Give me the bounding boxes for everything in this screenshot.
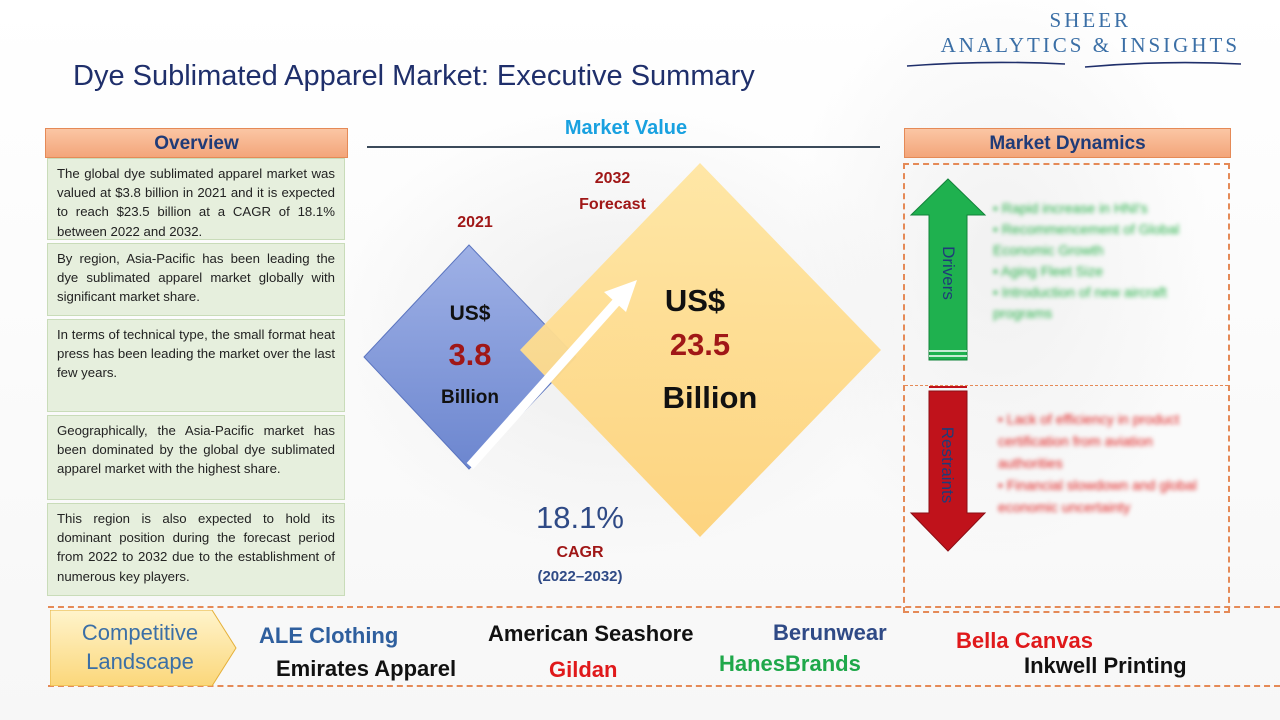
market-value-header: Market Value	[564, 117, 688, 139]
forecast-currency: US$	[664, 283, 726, 318]
current-year: 2021	[457, 214, 493, 231]
drivers-item: • Recommencement of Global Economic Grow…	[993, 221, 1180, 258]
forecast-year: 2032	[594, 170, 631, 187]
competitive-landscape-tag	[50, 610, 237, 686]
current-unit: Billion	[440, 387, 500, 408]
overview-paragraph-1: The global dye sublimated apparel market…	[47, 158, 345, 240]
market-value-divider	[367, 146, 880, 148]
drivers-label: Drivers	[939, 246, 958, 300]
drivers-item: • Aging Fleet Size	[993, 263, 1103, 279]
overview-paragraph-5: This region is also expected to hold its…	[47, 503, 345, 596]
overview-paragraph-4: Geographically, the Asia-Pacific market …	[47, 415, 345, 500]
drivers-arrow-icon	[909, 178, 987, 361]
current-currency: US$	[449, 302, 491, 325]
forecast-value: 23.5	[669, 327, 731, 362]
brand-line-1: SHEER	[1049, 8, 1132, 32]
current-value-diamond	[363, 244, 577, 470]
market-dynamics-divider	[905, 385, 1228, 386]
page-title: Dye Sublimated Apparel Market: Executive…	[73, 60, 755, 92]
company-emirates-apparel: Emirates Apparel	[276, 656, 457, 681]
overview-header: Overview	[45, 128, 348, 158]
market-dynamics-panel	[903, 163, 1230, 613]
competitive-landscape-line-1: Competitive	[81, 620, 199, 645]
forecast-value-diamond	[520, 163, 881, 537]
company-american-seashore: American Seashore	[488, 621, 694, 646]
current-value: 3.8	[448, 337, 492, 372]
forecast-label: Forecast	[579, 196, 646, 213]
dynamics-arrows	[909, 178, 987, 552]
company-inkwell-printing: Inkwell Printing	[1024, 653, 1187, 678]
drivers-item: • Introduction of new aircraft programs	[993, 284, 1167, 321]
drivers-list: • Rapid increase in HNI's • Recommenceme…	[993, 198, 1213, 324]
company-bella-canvas: Bella Canvas	[956, 628, 1093, 653]
company-berunwear: Berunwear	[773, 620, 887, 645]
drivers-item: • Rapid increase in HNI's	[993, 200, 1148, 216]
company-ale-clothing: ALE Clothing	[259, 623, 399, 648]
market-dynamics-header: Market Dynamics	[904, 128, 1231, 158]
cagr-value: 18.1%	[536, 500, 624, 535]
growth-arrow-icon	[466, 280, 637, 469]
competitive-landscape-line-2: Landscape	[86, 649, 194, 674]
restraints-item: • Lack of efficiency in product certific…	[998, 411, 1180, 471]
company-hanesbrands: HanesBrands	[719, 651, 861, 676]
cagr-label: CAGR	[556, 544, 604, 561]
overview-paragraph-3: In terms of technical type, the small fo…	[47, 319, 345, 412]
restraints-arrow-icon	[909, 386, 987, 552]
restraints-list: • Lack of efficiency in product certific…	[998, 408, 1213, 518]
brand-swoosh-icon	[906, 61, 1242, 68]
brand-logo: SHEER ANALYTICS & INSIGHTS	[941, 8, 1240, 58]
restraints-item: • Financial slowdown and global economic…	[998, 477, 1197, 515]
forecast-unit: Billion	[662, 380, 758, 415]
company-gildan: Gildan	[549, 657, 618, 682]
competitive-landscape-band	[48, 606, 1280, 687]
cagr-period: (2022–2032)	[537, 568, 623, 585]
competitive-landscape-label: Competitive Landscape	[60, 618, 220, 676]
overview-paragraph-2: By region, Asia-Pacific has been leading…	[47, 243, 345, 316]
restraints-label: Restraints	[938, 426, 957, 504]
brand-line-2: ANALYTICS & INSIGHTS	[940, 33, 1240, 57]
